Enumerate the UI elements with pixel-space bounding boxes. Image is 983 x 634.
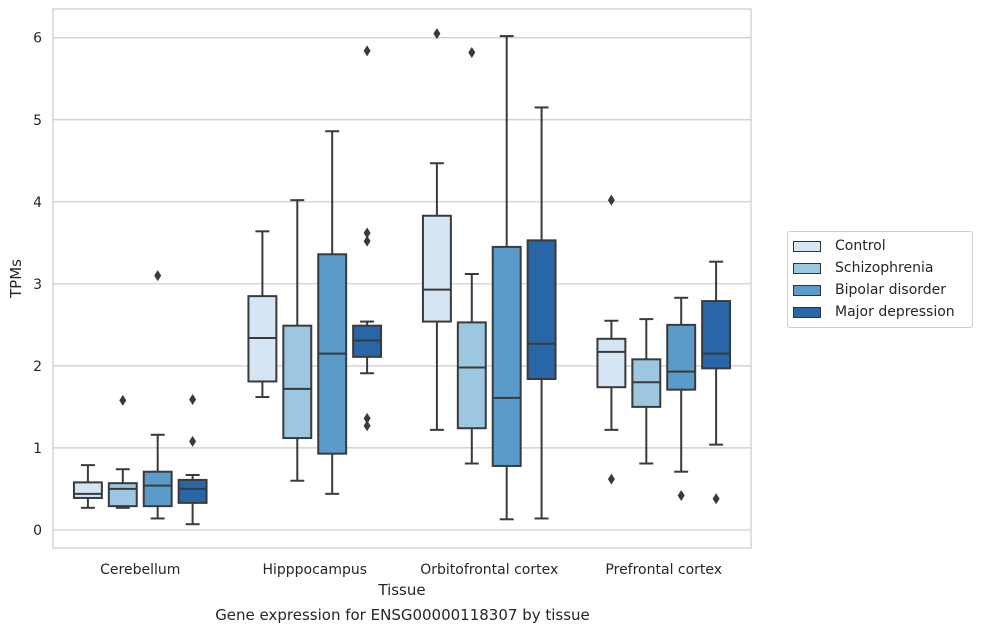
box-0-1 <box>107 394 138 509</box>
legend-swatch <box>793 284 821 296</box>
box-2-0 <box>421 28 452 431</box>
x-tick-labels: Cerebellum Hipppocampus Orbitofrontal cort… <box>100 562 722 578</box>
box-1-0 <box>247 230 278 399</box>
outlier-point <box>468 46 476 58</box>
box-body <box>72 481 103 499</box>
box-2-1 <box>456 46 487 465</box>
y-tick-label: 0 <box>33 523 42 539</box>
outlier-point <box>189 394 197 406</box>
box-body <box>107 482 138 508</box>
box-0-2 <box>142 270 173 520</box>
legend-item-major-depression: Major depression <box>793 302 955 322</box>
box-1-3 <box>352 45 383 432</box>
y-axis-label: TPMs <box>7 259 25 299</box>
x-tick-label: Prefrontal cortex <box>605 562 722 578</box>
box-body <box>177 478 208 504</box>
box-2-3 <box>526 106 557 520</box>
grid-lines <box>53 37 751 531</box>
box-body <box>701 300 732 370</box>
y-tick-label: 6 <box>33 31 42 47</box>
legend-label: Bipolar disorder <box>835 282 947 298</box>
plot-frame <box>52 8 752 549</box>
box-body <box>666 323 697 391</box>
outlier-point <box>677 489 685 501</box>
outlier-point <box>433 28 441 40</box>
box-body <box>421 214 452 323</box>
box-0-0 <box>72 464 103 509</box>
box-body <box>142 470 173 508</box>
legend-label: Schizophrenia <box>835 260 934 276</box>
outlier-point <box>607 473 615 485</box>
box-0-3 <box>177 394 208 526</box>
box-groups <box>72 28 732 526</box>
x-axis-label: Tissue <box>377 581 425 599</box>
y-tick-label: 2 <box>33 359 42 375</box>
x-tick-label: Cerebellum <box>100 562 180 578</box>
outlier-point <box>119 394 127 406</box>
legend-label: Control <box>835 238 886 254</box>
y-tick-label: 3 <box>33 277 42 293</box>
box-body <box>526 239 557 380</box>
outlier-point <box>154 270 162 282</box>
y-tick-label: 4 <box>33 195 42 211</box>
legend-label: Major depression <box>835 304 955 320</box>
legend-swatch <box>793 262 821 274</box>
legend: Control Schizophrenia Bipolar disorder M… <box>787 231 973 328</box>
box-3-0 <box>596 194 627 485</box>
x-tick-label: Hipppocampus <box>262 562 367 578</box>
y-tick-label: 1 <box>33 441 42 457</box>
outlier-point <box>363 235 371 247</box>
box-1-2 <box>317 130 348 495</box>
outlier-point <box>363 45 371 57</box>
legend-item-bipolar-disorder: Bipolar disorder <box>793 280 946 300</box>
legend-item-schizophrenia: Schizophrenia <box>793 258 933 278</box>
outlier-point <box>712 493 720 505</box>
outlier-point <box>189 435 197 447</box>
box-3-1 <box>631 318 662 465</box>
box-body <box>456 321 487 430</box>
y-tick-labels: 0 1 2 3 4 5 6 <box>33 31 42 539</box>
legend-item-control: Control <box>793 236 886 256</box>
box-1-1 <box>282 199 313 482</box>
outlier-point <box>363 420 371 432</box>
outlier-point <box>363 227 371 239</box>
outlier-point <box>607 194 615 206</box>
box-2-2 <box>491 35 522 521</box>
box-3-2 <box>666 296 697 501</box>
box-body <box>491 245 522 467</box>
legend-swatch <box>793 306 821 318</box>
x-tick-label: Orbitofrontal cortex <box>420 562 558 578</box>
box-3-3 <box>701 260 732 505</box>
box-body <box>596 337 627 389</box>
y-tick-label: 5 <box>33 113 42 129</box>
legend-swatch <box>793 240 821 252</box>
box-body <box>282 324 313 440</box>
figure-caption: Gene expression for ENSG00000118307 by t… <box>215 606 590 624</box>
outlier-point <box>363 412 371 424</box>
